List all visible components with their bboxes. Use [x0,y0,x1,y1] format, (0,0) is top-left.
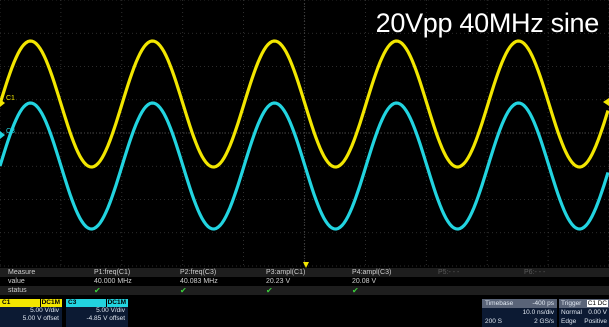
param-p3-status-icon: ✔ [266,286,273,295]
timebase-row3: 200 S 2 GS/s [482,317,557,326]
param-p4-value: 20.08 V [352,278,377,285]
timebase-label: Timebase [485,300,514,307]
trigger-row3: Edge Positive [559,317,609,326]
timebase-row2: 10.0 ns/div [482,308,557,317]
param-p3-value: 20.23 V [266,278,291,285]
status-label: status [8,287,27,294]
timebase-rate: 2 GS/s [534,318,554,325]
trigger-level: 0.00 V [588,309,607,316]
param-p4-name[interactable]: P4:ampl(C3) [352,269,392,276]
param-p2-status-icon: ✔ [180,286,187,295]
param-p4-status-icon: ✔ [352,286,359,295]
trigger-box[interactable]: Trigger C1 DC Normal 0.00 V Edge Positiv… [559,299,609,327]
param-p6-name[interactable]: P6:- - - [524,269,546,276]
timebase-box[interactable]: Timebase -400 ps 10.0 ns/div 200 S 2 GS/… [482,299,557,327]
trigger-coupling: DC [596,300,608,307]
param-p2-value: 40.083 MHz [180,278,218,285]
channel-c1-name: C1 [2,299,11,306]
channel-c1-coupling: DC1M [39,299,61,307]
channel-c3-vdiv: 5.00 V/div [96,307,125,314]
channel-c3-offset: -4.85 V offset [86,315,125,322]
trigger-mode: Normal [561,309,582,316]
param-p5-name[interactable]: P5:- - - [438,269,460,276]
trace-c3 [0,101,609,231]
waveform-grid [0,0,609,268]
measure-table: Measure P1:freq(C1) P2:freq(C3) P3:ampl(… [0,268,609,298]
c3-offset-marker [0,131,5,139]
channel-c1-vdiv: 5.00 V/div [30,307,59,314]
param-p2-name[interactable]: P2:freq(C3) [180,269,217,276]
c3-marker-label: C3 [6,128,15,135]
channel-c3-coupling: DC1M [105,299,127,307]
trigger-position-marker [303,262,309,268]
trigger-row2: Normal 0.00 V [559,308,609,317]
channel-c3-box[interactable]: C3 DC1M 5.00 V/div -4.85 V offset [66,299,128,327]
timebase-header: Timebase -400 ps [482,299,557,308]
trigger-level-marker [603,98,609,106]
c1-offset-marker [0,99,5,107]
trigger-type: Edge [561,318,577,325]
overlay-title: 20Vpp 40MHz sine [375,8,600,38]
channel-c1-offset: 5.00 V offset [22,315,59,322]
timebase-tdiv: 10.0 ns/div [522,309,554,316]
channel-c3-name: C3 [68,299,77,306]
measure-label: Measure [8,269,36,276]
trigger-slope: Positive [584,318,607,325]
param-p3-name[interactable]: P3:ampl(C1) [266,269,306,276]
trigger-label: Trigger [561,300,582,307]
measure-header-row: Measure P1:freq(C1) P2:freq(C3) P3:ampl(… [0,268,609,277]
trace-c1 [0,39,609,169]
channel-c3-header: C3 DC1M [66,299,128,307]
param-p1-value: 40.000 MHz [94,278,132,285]
c1-marker-label: C1 [6,95,15,102]
param-p1-status-icon: ✔ [94,286,101,295]
trigger-source: C1 [586,300,597,307]
trigger-header: Trigger C1 DC [559,299,609,308]
timebase-delay: -400 ps [532,300,554,307]
timebase-samples: 200 S [485,318,502,325]
param-p1-name[interactable]: P1:freq(C1) [94,269,131,276]
channel-c1-header: C1 DC1M [0,299,62,307]
measure-status-row: status ✔ ✔ ✔ ✔ [0,286,609,295]
measure-value-row: value 40.000 MHz 40.083 MHz 20.23 V 20.0… [0,277,609,286]
value-label: value [8,278,25,285]
channel-c1-box[interactable]: C1 DC1M 5.00 V/div 5.00 V offset [0,299,62,327]
